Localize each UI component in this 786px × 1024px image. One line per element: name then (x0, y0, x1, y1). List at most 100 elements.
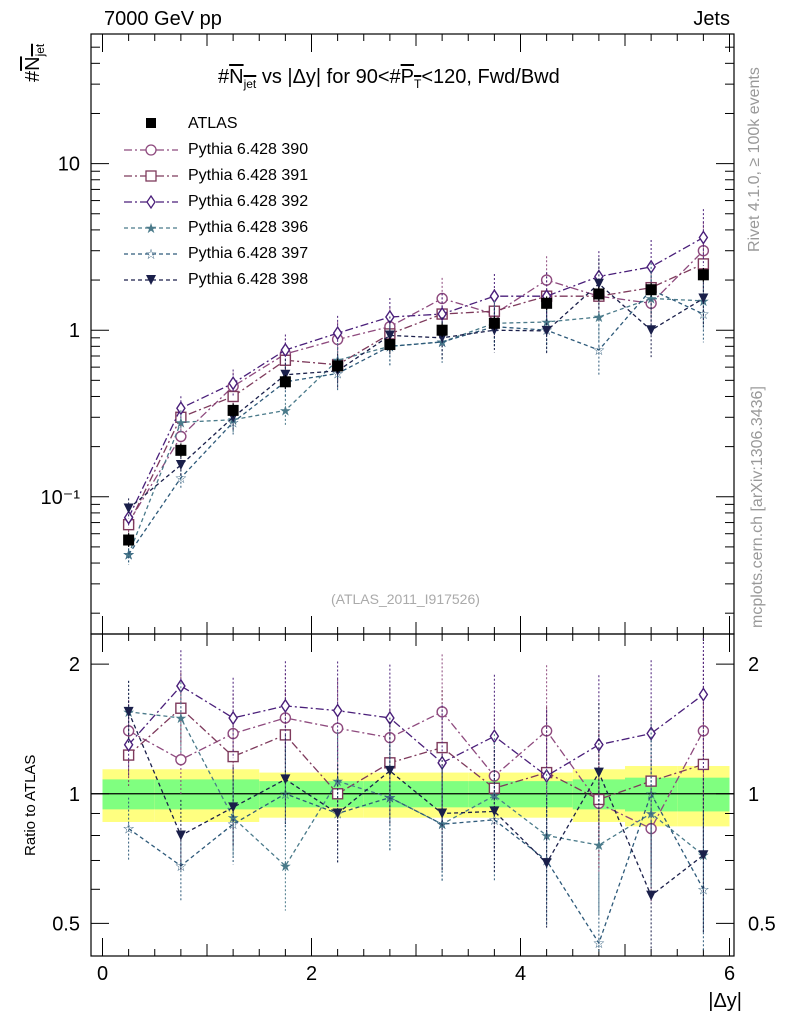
data-point (332, 360, 344, 372)
ratio-point: ★ (593, 838, 606, 854)
ratio-point: ☆ (227, 817, 240, 833)
mcplots-label: mcplots.cern.ch [arXiv:1306.3436] (749, 386, 766, 628)
data-point (645, 284, 657, 296)
series-group: ☆☆☆☆☆☆☆☆☆☆☆☆☆☆☆☆☆☆☆☆☆☆☆☆ (122, 262, 710, 952)
ratio-point (123, 706, 134, 717)
legend-data-label: ATLAS (188, 115, 238, 132)
legend-line-396: ★ (124, 221, 178, 237)
header-right: Jets (693, 8, 730, 30)
data-point (541, 297, 553, 309)
ratio-frame (90, 633, 735, 957)
ratio-point (175, 753, 187, 766)
legend-label: Pythia 6.428 390 (188, 141, 309, 158)
series-point: ★ (279, 403, 292, 419)
ratio-point: ★ (175, 711, 188, 727)
series-point (489, 288, 500, 304)
x-tick-label: 4 (515, 963, 526, 985)
data-point (384, 339, 396, 351)
legend-data-marker (122, 115, 180, 133)
legend-label: Pythia 6.428 392 (188, 193, 309, 210)
ratio-point (176, 678, 186, 694)
legend-entry: ☆ Pythia 6.428 397 (122, 243, 308, 265)
data-point (436, 324, 448, 336)
series-point (593, 278, 604, 289)
legend-line-390 (124, 144, 178, 156)
ratio-point (593, 767, 604, 778)
series-point (332, 325, 343, 341)
series-point (541, 325, 552, 336)
data-point (227, 404, 239, 416)
ratio-tick-label: 1 (69, 784, 80, 806)
ratio-line (128, 711, 704, 867)
data-point (593, 288, 605, 300)
analysis-tag: (ATLAS_2011_I917526) (331, 591, 480, 607)
series-line (128, 282, 704, 510)
series-point (280, 342, 291, 358)
series-point: ★ (593, 310, 606, 326)
series-line (128, 297, 704, 555)
legend-label: Pythia 6.428 397 (188, 245, 309, 262)
ratio-point (541, 858, 552, 869)
x-tick-label: 6 (724, 963, 735, 985)
series-point (175, 460, 186, 471)
ratio-point (331, 722, 344, 734)
series-line (128, 250, 704, 523)
series-point (228, 376, 238, 391)
ratio-line (128, 792, 704, 945)
series-point: ☆ (175, 471, 188, 487)
ratio-point (489, 729, 500, 744)
ratio-point (384, 765, 395, 776)
x-tick-label: 0 (97, 963, 108, 985)
x-tick-label: 2 (306, 963, 317, 985)
series-point (646, 325, 657, 336)
series-point (280, 369, 291, 380)
ratio-band-group (91, 766, 734, 827)
y-tick-label: 1 (69, 320, 80, 342)
ratio-axis-label: Ratio to ATLAS (22, 754, 39, 856)
series-point: ★ (175, 415, 188, 431)
ratio-point (280, 698, 291, 714)
data-point (488, 317, 500, 329)
legend-entry-data: ATLAS (122, 113, 238, 135)
series-point (437, 306, 447, 322)
x-axis-label: |Δy| (708, 990, 742, 1012)
legend-line-391 (124, 170, 178, 182)
svg-text:★: ★ (145, 221, 158, 237)
legend-label: Pythia 6.428 398 (188, 271, 309, 288)
series-point (123, 510, 134, 525)
ratio-line (128, 711, 704, 830)
ratio-point: ★ (488, 789, 501, 805)
legend-entry: Pythia 6.428 391 (122, 165, 308, 187)
legend-line-398 (124, 275, 178, 285)
series-point: ☆ (122, 548, 135, 564)
series-point (698, 293, 709, 304)
ratio-line (128, 711, 704, 897)
ratio-point (489, 806, 500, 817)
y-axis-label: #Njet (22, 43, 47, 82)
series-point (698, 230, 709, 245)
ratio-point (332, 703, 343, 718)
data-point (123, 534, 135, 546)
series-point (176, 400, 186, 416)
series-line (128, 263, 704, 525)
legend-entry: Pythia 6.428 390 (122, 139, 308, 161)
header-left: 7000 GeV pp (104, 8, 222, 30)
ratio-tick-label: 2 (748, 654, 759, 676)
legend-entry: Pythia 6.428 392 (122, 191, 308, 213)
ratio-point: ☆ (488, 813, 501, 829)
series-line (128, 288, 704, 555)
tick-group: 0 2 4 6 10 1 10⁻¹ 2 2 1 1 0.5 0.5 (41, 33, 776, 985)
ratio-point: ☆ (122, 822, 135, 838)
ratio-point (698, 687, 709, 702)
legend-line-397: ☆ (124, 247, 178, 263)
series-group (123, 209, 709, 842)
ratio-point (123, 737, 134, 752)
ratio-point (228, 710, 238, 726)
series-point (227, 390, 239, 403)
ratio-tick-label: 0.5 (748, 913, 776, 935)
ratio-line (128, 707, 704, 801)
data-point (279, 376, 291, 388)
legend-entry: ★ Pythia 6.428 396 (122, 217, 308, 239)
legend-label: Pythia 6.428 391 (188, 167, 309, 184)
